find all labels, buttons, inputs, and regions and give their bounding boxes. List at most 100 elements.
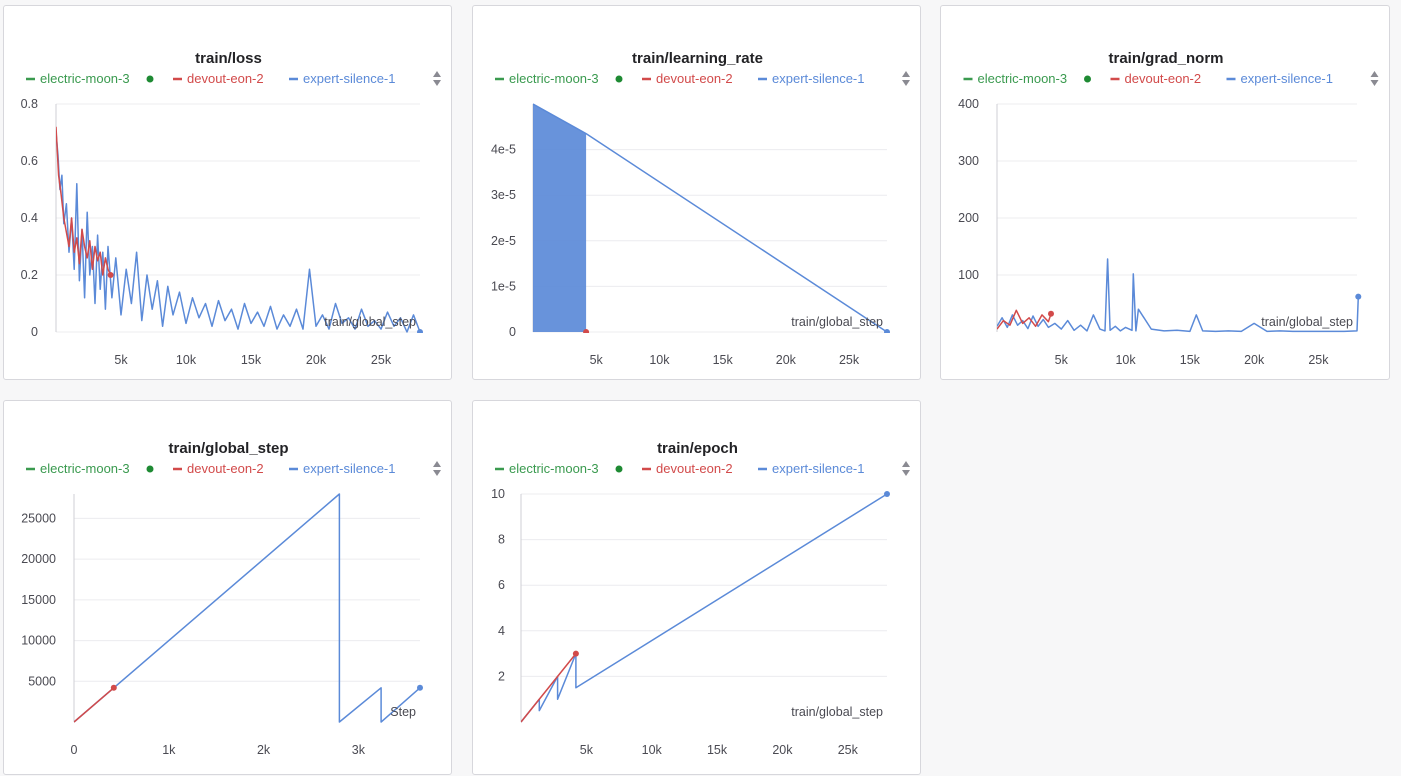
legend-item-electric-moon-3[interactable]: electric-moon-3 <box>963 71 1092 86</box>
chart-title: train/global_step <box>168 440 288 457</box>
x-axis-name: train/global_step <box>791 705 883 719</box>
chart-panel-epoch[interactable]: train/epoch electric-moon-3 devout-eon-2 ex… <box>472 400 921 775</box>
y-tick-label: 200 <box>958 211 979 225</box>
x-tick-label: 20k <box>772 743 793 757</box>
plot-area <box>521 491 890 723</box>
x-tick-label: 25k <box>839 353 860 367</box>
plot-area <box>533 103 890 335</box>
x-tick-label: 25k <box>838 743 859 757</box>
x-tick-label: 5k <box>1055 353 1069 367</box>
series-end-point-expert-silence-1[interactable] <box>417 329 423 335</box>
x-tick-label: 25k <box>1308 353 1329 367</box>
series-end-point-expert-silence-1[interactable] <box>884 491 890 497</box>
sort-arrows-icon[interactable] <box>902 71 910 86</box>
legend-item-expert-silence-1[interactable]: expert-silence-1 <box>758 461 865 476</box>
y-tick-label: 100 <box>958 268 979 282</box>
legend: electric-moon-3 devout-eon-2 expert-silenc… <box>26 71 441 86</box>
series-line-expert-silence-1[interactable] <box>56 132 421 333</box>
sort-arrows-icon[interactable] <box>433 461 441 476</box>
x-tick-label: 15k <box>241 353 262 367</box>
chart-title: train/learning_rate <box>632 50 763 67</box>
plot-area <box>997 258 1362 333</box>
legend-item-devout-eon-2[interactable]: devout-eon-2 <box>642 461 733 476</box>
legend-label-devout-eon-2: devout-eon-2 <box>1125 71 1202 86</box>
legend-item-electric-moon-3[interactable]: electric-moon-3 <box>495 71 623 86</box>
series-line-expert-silence-1[interactable] <box>533 103 888 333</box>
sort-up-arrow-icon <box>433 71 441 77</box>
sort-up-arrow-icon <box>902 71 910 77</box>
legend-wrapper: electric-moon-3 devout-eon-2 expert-silenc… <box>26 461 441 476</box>
sort-up-arrow-icon <box>902 461 910 467</box>
x-tick-label: 5k <box>590 353 604 367</box>
x-axis-name: train/global_step <box>1261 315 1353 329</box>
y-tick-label: 6 <box>498 578 505 592</box>
grid <box>533 149 887 333</box>
y-tick-label: 0.2 <box>21 268 38 282</box>
y-tick-label: 4 <box>498 624 505 638</box>
chart-panel-loss[interactable]: train/loss electric-moon-3 devout-eon-2 exp… <box>3 5 452 380</box>
series-end-point-expert-silence-1[interactable] <box>1355 293 1362 300</box>
series-line-devout-eon-2[interactable] <box>74 687 115 723</box>
series-end-point-devout-eon-2[interactable] <box>1048 310 1054 317</box>
grid <box>56 103 420 333</box>
y-tick-label: 8 <box>498 533 505 547</box>
legend-label-expert-silence-1: expert-silence-1 <box>1241 71 1334 86</box>
legend-label-expert-silence-1: expert-silence-1 <box>303 461 396 476</box>
x-tick-label: 10k <box>1115 353 1136 367</box>
legend-item-electric-moon-3[interactable]: electric-moon-3 <box>26 71 154 86</box>
legend-label-devout-eon-2: devout-eon-2 <box>187 461 264 476</box>
legend-item-electric-moon-3[interactable]: electric-moon-3 <box>495 461 623 476</box>
y-tick-label: 300 <box>958 154 979 168</box>
y-tick-label: 0.8 <box>21 97 38 111</box>
legend: electric-moon-3 devout-eon-2 expert-silenc… <box>26 461 441 476</box>
legend-item-devout-eon-2[interactable]: devout-eon-2 <box>173 461 264 476</box>
y-tick-label: 0.6 <box>21 154 38 168</box>
sort-arrows-icon[interactable] <box>902 461 910 476</box>
series-line-expert-silence-1[interactable] <box>521 493 888 723</box>
sort-up-arrow-icon <box>1370 71 1379 77</box>
series-end-point-devout-eon-2[interactable] <box>110 684 117 691</box>
legend-item-electric-moon-3[interactable]: electric-moon-3 <box>26 461 154 476</box>
chart-panel-grad-norm[interactable]: train/grad_norm electric-moon-3 devout-eon… <box>940 5 1390 380</box>
series-line-expert-silence-1[interactable] <box>74 493 421 723</box>
legend-item-devout-eon-2[interactable]: devout-eon-2 <box>1110 71 1202 86</box>
series-line-devout-eon-2[interactable] <box>521 653 577 723</box>
lr-oscillation-band <box>533 104 587 332</box>
legend-item-devout-eon-2[interactable]: devout-eon-2 <box>642 71 733 86</box>
series-line-devout-eon-2[interactable] <box>56 126 112 276</box>
sort-arrows-icon[interactable] <box>433 71 441 86</box>
x-tick-label: 1k <box>162 743 176 757</box>
chart-panel-learning-rate[interactable]: train/learning_rate electric-moon-3 devout… <box>472 5 921 380</box>
sort-arrows-icon[interactable] <box>1370 71 1379 86</box>
chart-panel-global-step[interactable]: train/global_step electric-moon-3 devout-e… <box>3 400 452 775</box>
x-axis-name: train/global_step <box>791 315 883 329</box>
series-end-point-devout-eon-2[interactable] <box>572 650 579 657</box>
series-end-point-expert-silence-1[interactable] <box>417 684 423 691</box>
x-tick-label: 10k <box>176 353 197 367</box>
legend-label-expert-silence-1: expert-silence-1 <box>772 71 865 86</box>
series-end-point-expert-silence-1[interactable] <box>884 329 890 335</box>
y-tick-label: 10000 <box>21 634 56 648</box>
legend-item-devout-eon-2[interactable]: devout-eon-2 <box>173 71 264 86</box>
series-end-point-devout-eon-2[interactable] <box>107 272 114 278</box>
x-tick-label: 10k <box>642 743 663 757</box>
legend-item-expert-silence-1[interactable]: expert-silence-1 <box>1226 71 1334 86</box>
chart-title: train/loss <box>195 50 262 67</box>
chart-learning-rate: train/learning_rate electric-moon-3 devout… <box>491 50 910 367</box>
x-tick-label: 5k <box>114 353 128 367</box>
series-point-devout-eon-2[interactable] <box>583 329 590 335</box>
legend-item-expert-silence-1[interactable]: expert-silence-1 <box>758 71 865 86</box>
x-tick-label: 3k <box>352 743 366 757</box>
x-tick-label: 15k <box>713 353 734 367</box>
grid <box>997 103 1357 276</box>
series-line-devout-eon-2[interactable] <box>997 309 1052 330</box>
legend-label-expert-silence-1: expert-silence-1 <box>303 71 396 86</box>
sort-down-arrow-icon <box>902 80 910 86</box>
grid <box>74 517 420 682</box>
y-tick-label: 5000 <box>28 674 56 688</box>
legend-item-expert-silence-1[interactable]: expert-silence-1 <box>289 71 396 86</box>
active-run-dot-icon <box>615 465 623 473</box>
legend-item-expert-silence-1[interactable]: expert-silence-1 <box>289 461 396 476</box>
x-tick-label: 15k <box>1180 353 1201 367</box>
plot-area <box>74 493 423 723</box>
